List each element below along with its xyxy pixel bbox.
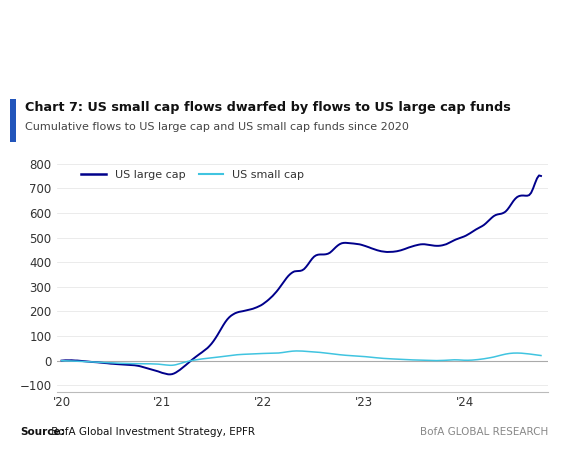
Text: Cumulative flows to US large cap and US small cap funds since 2020: Cumulative flows to US large cap and US … bbox=[25, 122, 409, 132]
Text: BofA Global Investment Strategy, EPFR: BofA Global Investment Strategy, EPFR bbox=[48, 428, 255, 437]
Legend: US large cap, US small cap: US large cap, US small cap bbox=[77, 166, 308, 184]
Text: Chart 7: US small cap flows dwarfed by flows to US large cap funds: Chart 7: US small cap flows dwarfed by f… bbox=[25, 101, 511, 114]
Text: Source:: Source: bbox=[20, 428, 64, 437]
Text: BofA GLOBAL RESEARCH: BofA GLOBAL RESEARCH bbox=[420, 428, 548, 437]
